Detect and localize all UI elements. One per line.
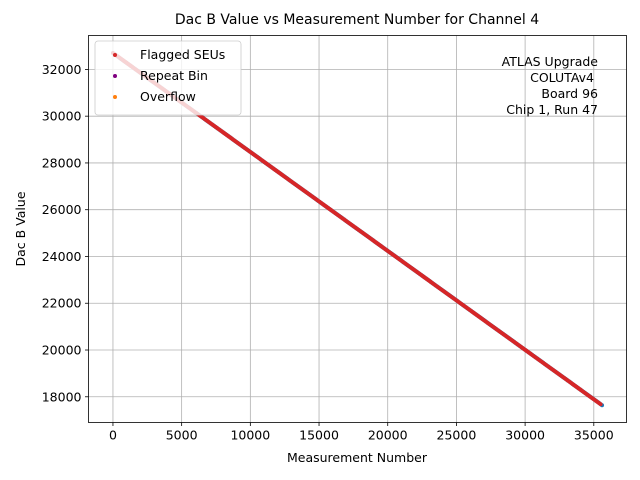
grid-lines xyxy=(88,35,627,423)
x-tick-label: 15000 xyxy=(299,428,339,443)
y-tick-label: 24000 xyxy=(42,249,82,264)
run-annotation: ATLAS Upgrade COLUTAv4 Board 96 Chip 1, … xyxy=(502,54,599,117)
y-tick-label: 20000 xyxy=(42,343,82,358)
x-tick-label: 35000 xyxy=(574,428,614,443)
legend-label-overflow: Overflow xyxy=(140,89,196,104)
x-axis-ticks: 0 5000 10000 15000 20000 25000 30000 35000 xyxy=(109,422,614,443)
y-tick-label: 26000 xyxy=(42,202,82,217)
legend-marker-overflow xyxy=(113,95,117,99)
y-axis-ticks: 18000 20000 22000 24000 26000 28000 30000 32000 xyxy=(42,62,89,404)
y-tick-label: 30000 xyxy=(42,109,82,124)
x-tick-label: 10000 xyxy=(230,428,270,443)
legend-marker-repeat-bin xyxy=(113,74,117,78)
y-axis-label: Dac B Value xyxy=(13,191,28,266)
annotation-line-1: ATLAS Upgrade xyxy=(502,54,599,69)
legend-box xyxy=(94,40,242,116)
x-tick-label: 20000 xyxy=(368,428,408,443)
y-tick-label: 18000 xyxy=(42,389,82,404)
annotation-line-4: Chip 1, Run 47 xyxy=(506,102,598,117)
x-tick-label: 25000 xyxy=(437,428,477,443)
y-tick-label: 22000 xyxy=(42,296,82,311)
legend-marker-flagged-seus xyxy=(113,53,117,57)
y-tick-label: 28000 xyxy=(42,155,82,170)
legend: Flagged SEUs Repeat Bin Overflow xyxy=(94,40,242,116)
x-tick-label: 30000 xyxy=(505,428,545,443)
legend-label-flagged-seus: Flagged SEUs xyxy=(140,47,225,62)
x-tick-label: 0 xyxy=(109,428,117,443)
chart-title: Dac B Value vs Measurement Number for Ch… xyxy=(175,12,539,28)
plot-area xyxy=(110,51,605,408)
data-point-flagged-seu xyxy=(598,402,603,407)
axes-frame xyxy=(88,35,627,423)
y-tick-label: 32000 xyxy=(42,62,82,77)
x-tick-label: 5000 xyxy=(166,428,198,443)
x-axis-label: Measurement Number xyxy=(287,450,428,465)
legend-label-repeat-bin: Repeat Bin xyxy=(140,68,208,83)
annotation-line-3: Board 96 xyxy=(541,86,598,101)
annotation-line-2: COLUTAv4 xyxy=(530,70,594,85)
